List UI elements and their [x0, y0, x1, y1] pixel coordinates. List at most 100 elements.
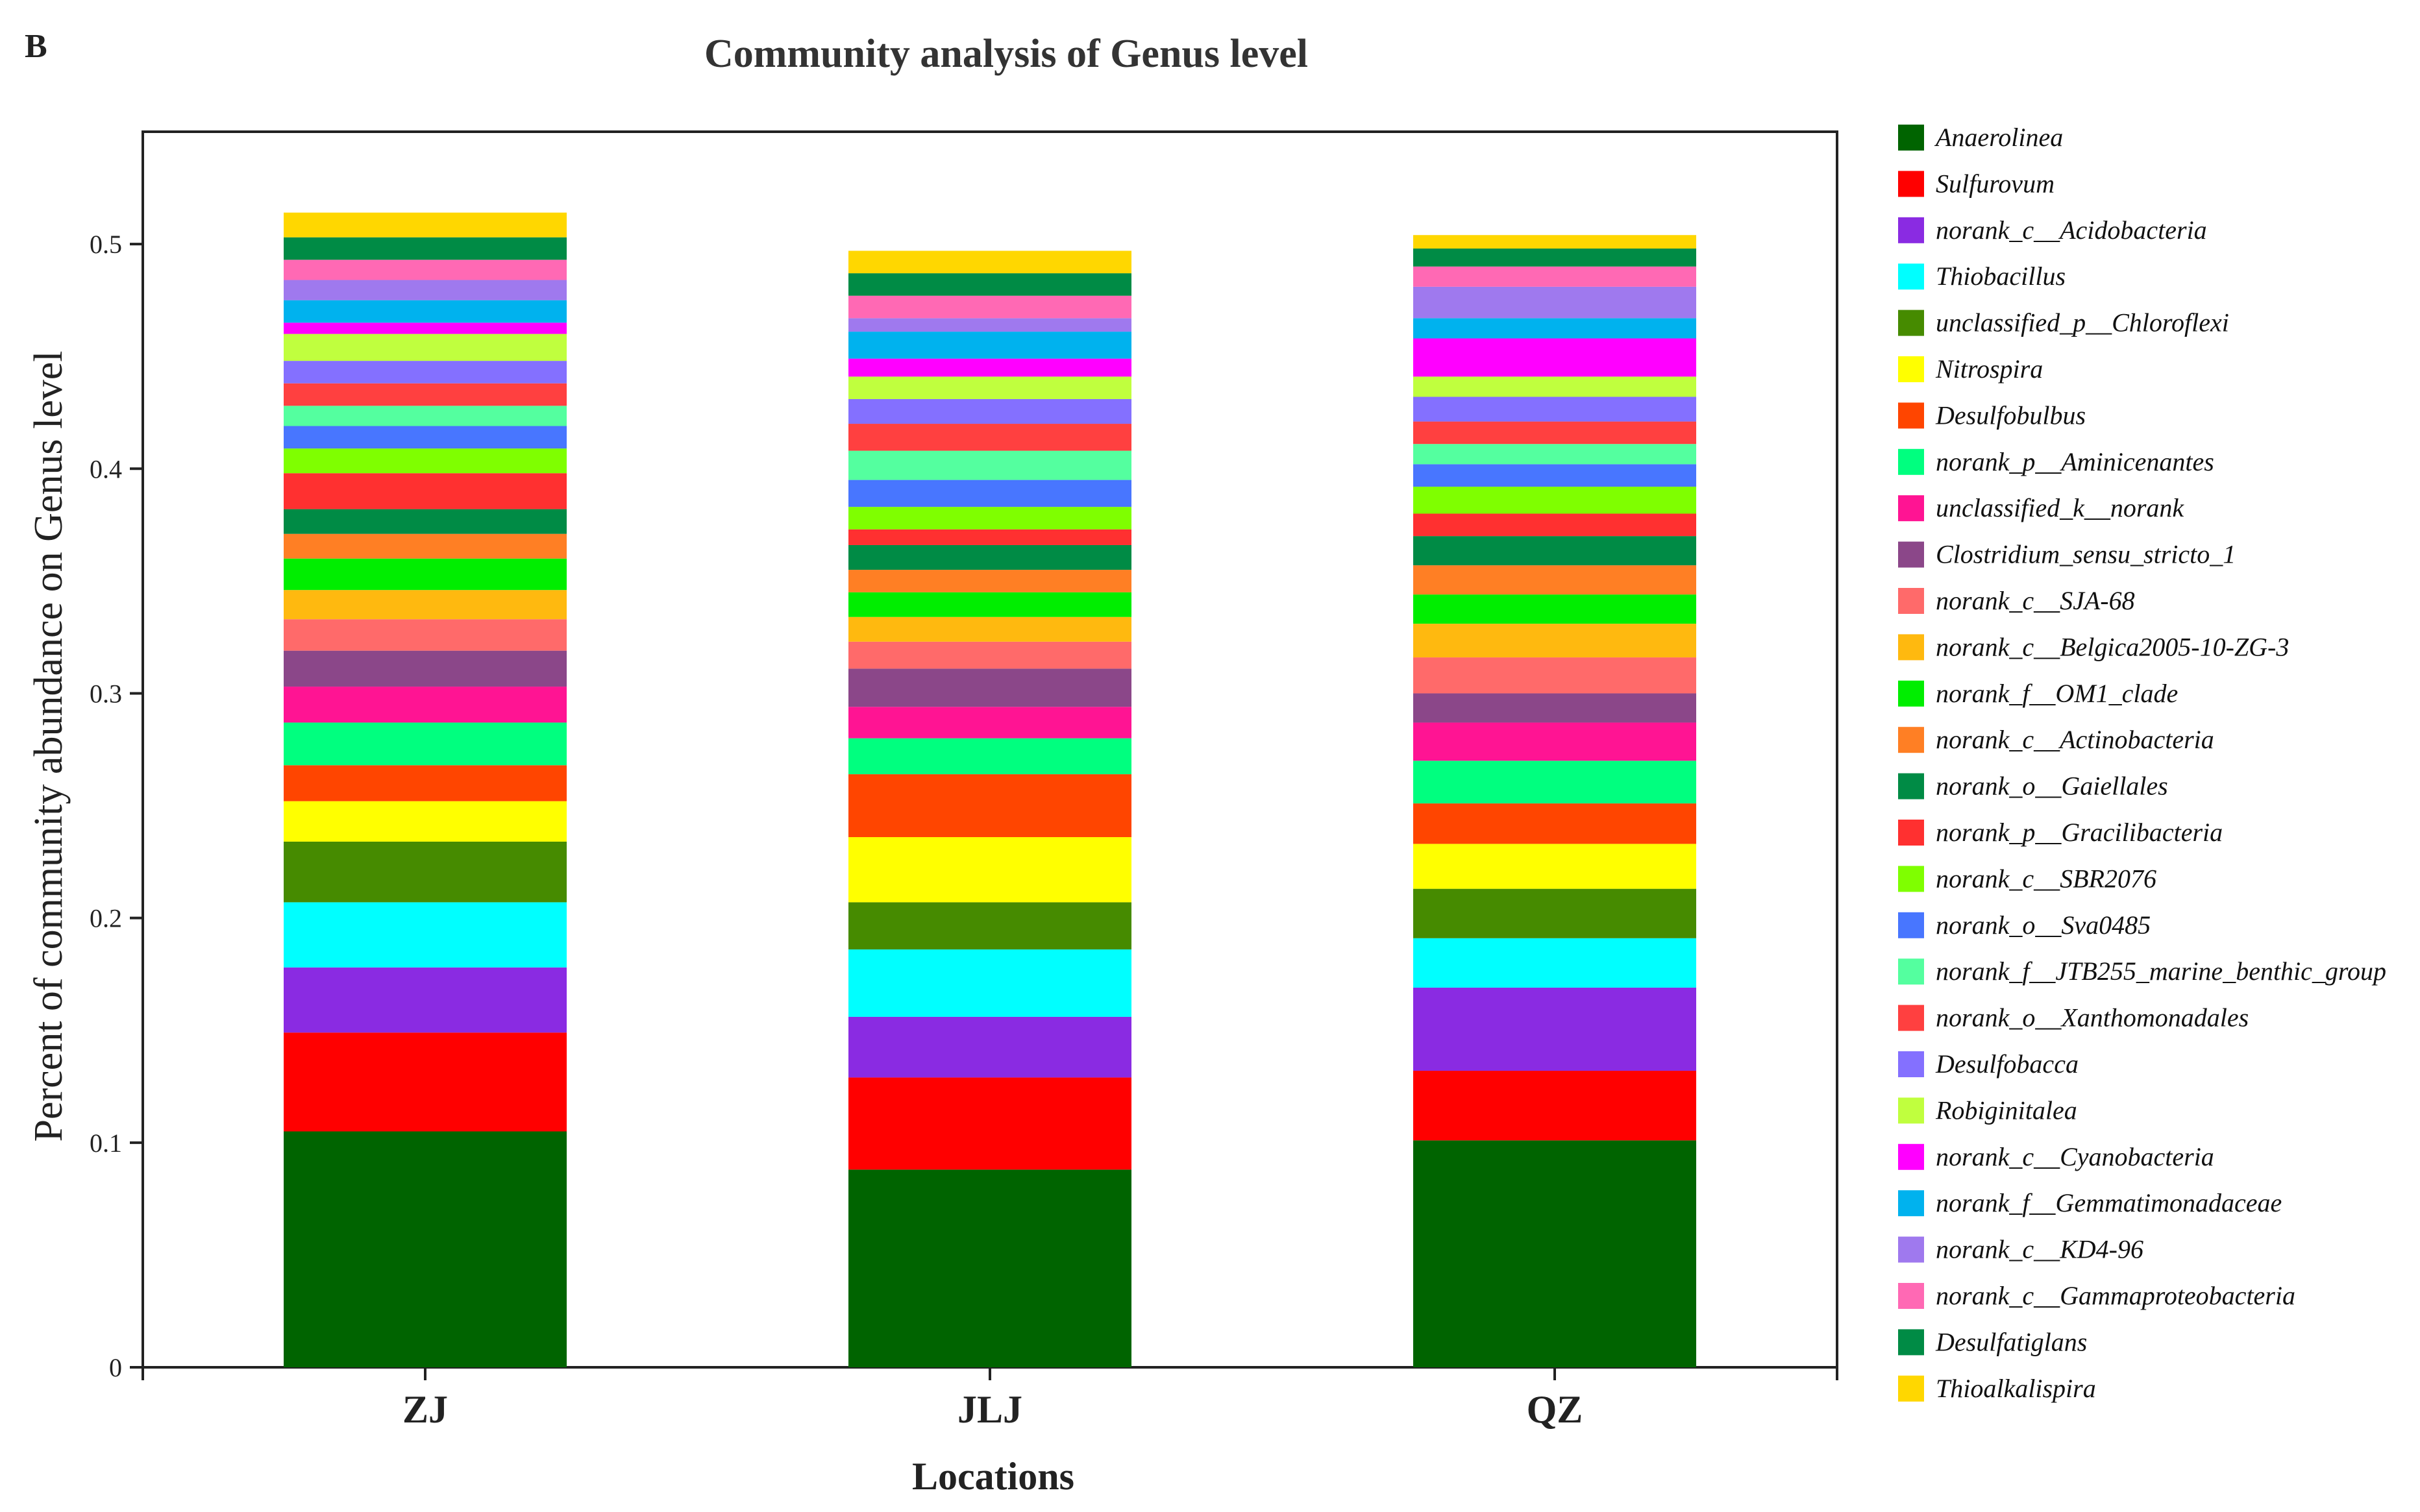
- plot-area: 0 0.1 0.2 0.3 0.4 0.5 ZJ JLJ QZ: [90, 130, 1838, 1431]
- legend-item: norank_p__Gracilibacteria: [1898, 818, 2223, 847]
- legend-swatch: [1898, 1329, 1924, 1356]
- bar-segment: [848, 641, 1131, 669]
- x-tick-label: QZ: [1527, 1388, 1583, 1431]
- legend-item: norank_f__OM1_clade: [1898, 679, 2178, 708]
- legend-item: norank_o__Xanthomonadales: [1898, 1003, 2249, 1032]
- bar-stack-zj: [284, 212, 567, 1367]
- bar-segment: [848, 273, 1131, 296]
- bar-segment: [1413, 338, 1696, 377]
- bar-stack-jlj: [848, 250, 1131, 1367]
- legend-label: norank_o__Gaiellales: [1936, 772, 2168, 801]
- legend-swatch: [1898, 1190, 1924, 1217]
- legend-item: norank_c__Actinobacteria: [1898, 725, 2214, 754]
- legend-item: Desulfatiglans: [1898, 1327, 2087, 1356]
- legend-swatch: [1898, 1051, 1924, 1077]
- bar-segment: [848, 570, 1131, 592]
- y-tick-label: 0.4: [90, 454, 122, 483]
- legend-swatch: [1898, 310, 1924, 336]
- bar-segment: [284, 334, 567, 361]
- panel-label: B: [25, 28, 47, 65]
- bar-segment: [284, 902, 567, 968]
- bar-segment: [284, 473, 567, 509]
- legend-item: Nitrospira: [1898, 354, 2043, 384]
- legend-label: norank_c__Actinobacteria: [1936, 725, 2214, 754]
- legend-swatch: [1898, 125, 1924, 151]
- legend-item: unclassified_k__norank: [1898, 493, 2184, 522]
- bar-segment: [284, 765, 567, 801]
- bar-segment: [284, 260, 567, 280]
- bar-segment: [848, 707, 1131, 738]
- legend-swatch: [1898, 680, 1924, 707]
- bar-segment: [1413, 761, 1696, 804]
- legend-label: norank_o__Xanthomonadales: [1936, 1003, 2249, 1032]
- x-axis: ZJ JLJ QZ: [142, 1367, 1838, 1431]
- bar-stack-qz: [1413, 235, 1696, 1367]
- bar-segment: [848, 529, 1131, 545]
- bar-segment: [1413, 444, 1696, 465]
- bar-segment: [848, 902, 1131, 950]
- legend-label: Nitrospira: [1935, 354, 2043, 384]
- legend-label: norank_c__Acidobacteria: [1936, 215, 2207, 245]
- legend-label: norank_c__SJA-68: [1936, 586, 2135, 615]
- bar-segment: [848, 668, 1131, 707]
- legend-label: Sulfurovum: [1936, 169, 2055, 198]
- y-axis: 0 0.1 0.2 0.3 0.4 0.5: [90, 230, 143, 1382]
- legend-item: Desulfobulbus: [1898, 400, 2086, 430]
- bar-segment: [284, 590, 567, 620]
- legend-item: norank_c__KD4-96: [1898, 1235, 2143, 1264]
- bar-segment: [848, 250, 1131, 274]
- bar-segment: [848, 738, 1131, 775]
- bar-segment: [1413, 249, 1696, 267]
- legend-item: norank_c__SBR2076: [1898, 864, 2156, 893]
- bar-segment: [848, 424, 1131, 451]
- bar-segment: [284, 533, 567, 559]
- bar-segment: [848, 507, 1131, 530]
- bar-segment: [848, 1077, 1131, 1170]
- legend-item: norank_o__Sva0485: [1898, 910, 2151, 940]
- legend-item: norank_c__Gammaproteobacteria: [1898, 1281, 2295, 1310]
- bar-segment: [848, 544, 1131, 570]
- bar-segment: [1413, 722, 1696, 761]
- legend-swatch: [1898, 541, 1924, 568]
- legend-swatch: [1898, 727, 1924, 753]
- y-tick-label: 0.1: [90, 1128, 122, 1158]
- legend-label: unclassified_k__norank: [1936, 493, 2184, 522]
- legend-label: norank_p__Aminicenantes: [1936, 447, 2214, 476]
- legend-item: Clostridium_sensu_stricto_1: [1898, 540, 2236, 569]
- legend-item: Sulfurovum: [1898, 169, 2055, 198]
- legend-label: Clostridium_sensu_stricto_1: [1936, 540, 2236, 569]
- x-axis-title: Locations: [912, 1455, 1074, 1498]
- legend-label: norank_c__Belgica2005-10-ZG-3: [1936, 632, 2289, 661]
- bar-segment: [848, 480, 1131, 507]
- legend-label: norank_c__SBR2076: [1936, 864, 2156, 893]
- legend-swatch: [1898, 448, 1924, 475]
- legend-swatch: [1898, 402, 1924, 429]
- legend-label: norank_f__Gemmatimonadaceae: [1936, 1188, 2282, 1217]
- legend-label: Desulfatiglans: [1935, 1327, 2087, 1356]
- legend-item: Anaerolinea: [1898, 123, 2063, 152]
- bar-segment: [1413, 1071, 1696, 1141]
- legend-item: norank_c__Belgica2005-10-ZG-3: [1898, 632, 2289, 661]
- bar-segment: [1413, 486, 1696, 514]
- bar-segment: [284, 383, 567, 406]
- bar-segment: [848, 318, 1131, 332]
- legend-swatch: [1898, 1283, 1924, 1309]
- bar-segment: [1413, 464, 1696, 487]
- bar-segment: [1413, 987, 1696, 1071]
- legend-label: norank_f__OM1_clade: [1936, 679, 2178, 708]
- bar-segment: [284, 619, 567, 651]
- legend-item: norank_p__Aminicenantes: [1898, 447, 2214, 476]
- bar-segment: [1413, 536, 1696, 566]
- bar-segment: [284, 509, 567, 534]
- bar-segment: [1413, 624, 1696, 658]
- bar-segment: [284, 406, 567, 426]
- y-tick-label: 0.3: [90, 679, 122, 708]
- legend-item: Robiginitalea: [1898, 1095, 2077, 1125]
- legend-swatch: [1898, 912, 1924, 938]
- bar-segment: [1413, 594, 1696, 624]
- bar-segment: [1413, 513, 1696, 537]
- legend-label: norank_f__JTB255_marine_benthic_group: [1936, 957, 2386, 986]
- legend-swatch: [1898, 1236, 1924, 1263]
- bar-segment: [1413, 396, 1696, 422]
- legend-label: Desulfobacca: [1935, 1049, 2079, 1079]
